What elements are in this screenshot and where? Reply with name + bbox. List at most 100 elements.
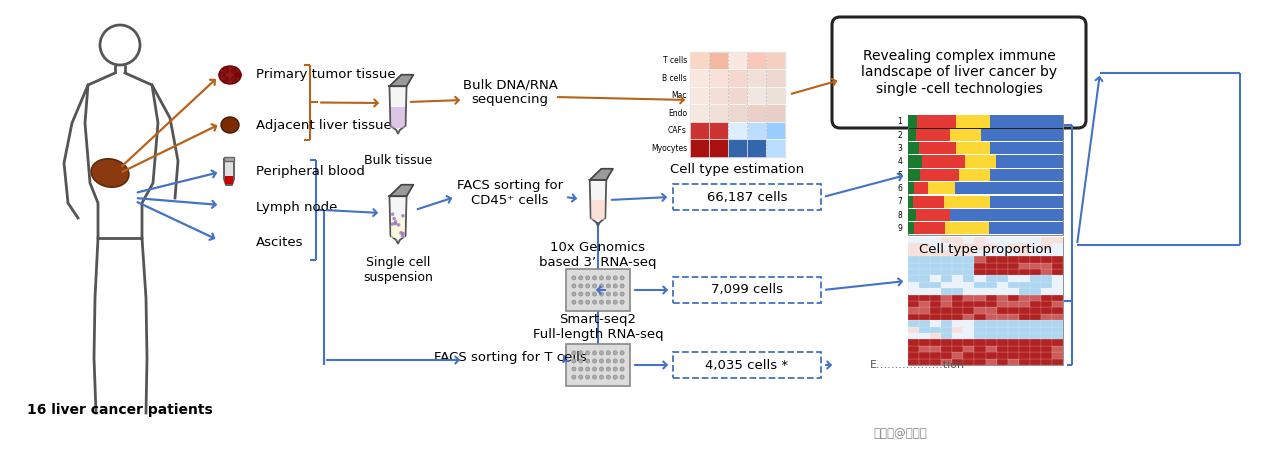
Bar bbox=[1018, 359, 1030, 365]
Bar bbox=[964, 250, 974, 256]
Bar bbox=[931, 359, 941, 365]
Bar bbox=[908, 115, 1063, 235]
Text: Peripheral blood: Peripheral blood bbox=[256, 165, 365, 178]
Bar bbox=[964, 307, 974, 314]
Circle shape bbox=[586, 284, 590, 288]
Circle shape bbox=[397, 223, 401, 226]
Bar bbox=[931, 275, 941, 282]
Bar bbox=[1052, 282, 1063, 288]
Bar bbox=[1008, 263, 1018, 269]
Bar bbox=[941, 243, 952, 250]
Bar bbox=[908, 320, 919, 326]
Bar bbox=[1018, 243, 1030, 250]
Bar bbox=[1041, 326, 1052, 333]
Bar bbox=[908, 359, 919, 365]
Bar bbox=[224, 157, 235, 161]
Bar bbox=[964, 326, 974, 333]
Circle shape bbox=[391, 213, 394, 216]
Text: Cell type estimation: Cell type estimation bbox=[671, 162, 805, 175]
Circle shape bbox=[614, 292, 618, 296]
Polygon shape bbox=[389, 86, 407, 133]
Bar bbox=[919, 333, 931, 339]
Bar bbox=[964, 314, 974, 320]
Circle shape bbox=[578, 276, 583, 280]
Text: Cell type proportion: Cell type proportion bbox=[919, 243, 1052, 255]
Bar bbox=[956, 142, 990, 154]
Bar bbox=[1030, 288, 1041, 295]
Bar bbox=[1008, 282, 1018, 288]
Bar bbox=[1030, 295, 1041, 301]
Bar bbox=[1052, 314, 1063, 320]
Polygon shape bbox=[566, 344, 630, 386]
Bar bbox=[1052, 320, 1063, 326]
Bar bbox=[709, 140, 728, 157]
Bar bbox=[908, 237, 919, 243]
Bar bbox=[1008, 352, 1018, 359]
Bar bbox=[1030, 320, 1041, 326]
Bar bbox=[941, 314, 952, 320]
Bar bbox=[997, 352, 1008, 359]
Bar bbox=[919, 288, 931, 295]
Bar bbox=[974, 307, 985, 314]
Bar bbox=[965, 155, 997, 168]
Ellipse shape bbox=[218, 72, 226, 78]
Circle shape bbox=[401, 214, 404, 218]
Bar bbox=[1018, 346, 1030, 352]
Bar bbox=[964, 333, 974, 339]
Bar bbox=[974, 352, 985, 359]
Bar bbox=[985, 282, 997, 288]
Bar bbox=[985, 333, 997, 339]
Bar bbox=[974, 295, 985, 301]
Ellipse shape bbox=[235, 72, 242, 78]
Bar bbox=[997, 346, 1008, 352]
Bar bbox=[952, 301, 964, 307]
Text: 5: 5 bbox=[898, 171, 902, 179]
Circle shape bbox=[606, 300, 610, 304]
Bar bbox=[919, 256, 931, 263]
Circle shape bbox=[592, 375, 597, 379]
Polygon shape bbox=[590, 169, 612, 180]
Bar bbox=[1030, 326, 1041, 333]
Bar bbox=[709, 122, 728, 140]
Circle shape bbox=[592, 351, 597, 355]
Circle shape bbox=[614, 276, 618, 280]
Circle shape bbox=[572, 375, 576, 379]
Bar bbox=[914, 222, 945, 234]
Bar bbox=[690, 69, 709, 87]
Ellipse shape bbox=[223, 66, 230, 73]
Bar bbox=[1008, 243, 1018, 250]
Circle shape bbox=[392, 217, 396, 220]
Bar bbox=[974, 333, 985, 339]
Bar bbox=[990, 169, 1063, 181]
Bar bbox=[908, 129, 915, 141]
Circle shape bbox=[592, 284, 597, 288]
Bar bbox=[950, 209, 1063, 221]
Bar bbox=[908, 326, 919, 333]
Bar bbox=[1052, 295, 1063, 301]
Text: 7: 7 bbox=[898, 197, 902, 206]
Bar bbox=[964, 282, 974, 288]
Bar bbox=[908, 115, 917, 128]
Circle shape bbox=[586, 276, 590, 280]
Circle shape bbox=[606, 367, 610, 371]
Bar bbox=[908, 209, 915, 221]
Polygon shape bbox=[389, 196, 407, 244]
Bar bbox=[1052, 275, 1063, 282]
Bar bbox=[908, 182, 914, 194]
Bar bbox=[952, 352, 964, 359]
Ellipse shape bbox=[223, 76, 230, 84]
Circle shape bbox=[600, 351, 604, 355]
Ellipse shape bbox=[231, 76, 237, 84]
Bar bbox=[952, 326, 964, 333]
Circle shape bbox=[600, 284, 604, 288]
Bar bbox=[919, 339, 931, 346]
Ellipse shape bbox=[235, 72, 242, 78]
Circle shape bbox=[614, 300, 618, 304]
Circle shape bbox=[592, 276, 597, 280]
Bar bbox=[1041, 250, 1052, 256]
Bar bbox=[1030, 275, 1041, 282]
Bar bbox=[941, 275, 952, 282]
Bar bbox=[964, 346, 974, 352]
Bar bbox=[1030, 352, 1041, 359]
Bar bbox=[919, 263, 931, 269]
